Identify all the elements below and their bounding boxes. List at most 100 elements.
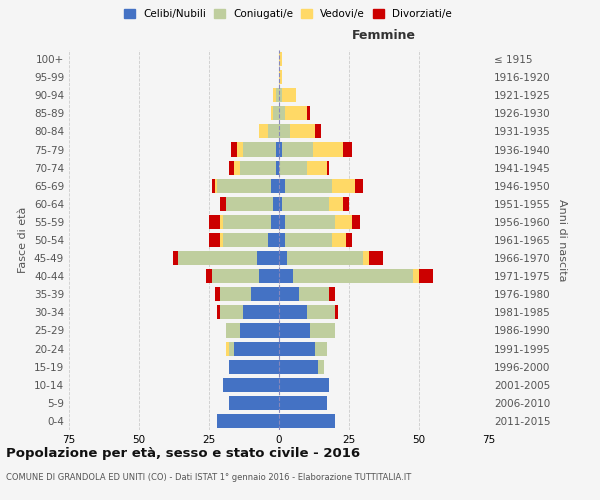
Bar xyxy=(326,160,329,174)
Y-axis label: Fasce di età: Fasce di età xyxy=(19,207,28,273)
Bar xyxy=(226,324,240,338)
Bar xyxy=(279,52,282,66)
Bar xyxy=(251,287,279,302)
Bar xyxy=(276,88,279,102)
Bar xyxy=(293,269,413,283)
Bar xyxy=(279,342,316,355)
Bar xyxy=(279,269,293,283)
Bar xyxy=(310,324,335,338)
Bar xyxy=(299,287,329,302)
Bar xyxy=(287,251,363,265)
Bar xyxy=(413,269,419,283)
Bar xyxy=(217,178,271,193)
Bar xyxy=(284,106,307,120)
Bar xyxy=(271,215,279,229)
Bar xyxy=(307,306,335,320)
Bar xyxy=(212,178,215,193)
Bar xyxy=(279,215,284,229)
Bar xyxy=(242,142,276,156)
Bar xyxy=(259,124,268,138)
Bar xyxy=(282,88,296,102)
Bar xyxy=(217,414,279,428)
Bar xyxy=(268,233,279,247)
Bar xyxy=(284,178,332,193)
Bar xyxy=(223,378,279,392)
Bar xyxy=(274,197,279,211)
Bar xyxy=(226,342,229,355)
Bar xyxy=(220,287,251,302)
Bar xyxy=(240,160,276,174)
Bar xyxy=(282,142,313,156)
Bar xyxy=(274,106,279,120)
Bar xyxy=(313,142,343,156)
Bar xyxy=(274,88,276,102)
Bar xyxy=(257,251,279,265)
Bar xyxy=(240,324,279,338)
Text: COMUNE DI GRANDOLA ED UNITI (CO) - Dati ISTAT 1° gennaio 2016 - Elaborazione TUT: COMUNE DI GRANDOLA ED UNITI (CO) - Dati … xyxy=(6,472,411,482)
Bar xyxy=(279,70,282,84)
Bar xyxy=(279,378,329,392)
Bar xyxy=(220,233,223,247)
Bar xyxy=(279,88,282,102)
Bar xyxy=(226,197,274,211)
Bar xyxy=(279,160,307,174)
Bar xyxy=(352,215,360,229)
Bar xyxy=(332,233,346,247)
Bar xyxy=(282,197,329,211)
Bar xyxy=(316,124,321,138)
Bar xyxy=(284,233,332,247)
Bar xyxy=(206,269,212,283)
Bar xyxy=(279,106,284,120)
Bar xyxy=(220,197,226,211)
Bar xyxy=(279,360,318,374)
Bar xyxy=(215,287,220,302)
Bar xyxy=(279,197,282,211)
Bar xyxy=(209,233,220,247)
Bar xyxy=(279,142,282,156)
Bar xyxy=(316,342,326,355)
Bar xyxy=(329,287,335,302)
Bar xyxy=(279,396,326,410)
Bar xyxy=(229,160,234,174)
Bar xyxy=(220,215,223,229)
Bar xyxy=(279,287,299,302)
Bar xyxy=(290,124,316,138)
Bar xyxy=(259,269,279,283)
Legend: Celibi/Nubili, Coniugati/e, Vedovi/e, Divorziati/e: Celibi/Nubili, Coniugati/e, Vedovi/e, Di… xyxy=(120,5,456,24)
Bar xyxy=(209,215,220,229)
Bar xyxy=(318,360,324,374)
Bar xyxy=(242,306,279,320)
Bar xyxy=(229,342,234,355)
Bar xyxy=(215,178,217,193)
Bar xyxy=(279,251,287,265)
Bar xyxy=(279,233,284,247)
Bar xyxy=(212,269,259,283)
Bar xyxy=(229,396,279,410)
Bar xyxy=(355,178,363,193)
Bar xyxy=(279,324,310,338)
Y-axis label: Anni di nascita: Anni di nascita xyxy=(557,198,567,281)
Bar xyxy=(276,142,279,156)
Bar xyxy=(346,233,352,247)
Bar xyxy=(217,306,220,320)
Bar xyxy=(335,306,338,320)
Text: Popolazione per età, sesso e stato civile - 2016: Popolazione per età, sesso e stato civil… xyxy=(6,448,360,460)
Bar xyxy=(279,124,290,138)
Bar xyxy=(173,251,178,265)
Bar xyxy=(268,124,279,138)
Bar xyxy=(232,142,237,156)
Bar xyxy=(329,197,343,211)
Bar xyxy=(178,251,257,265)
Bar xyxy=(279,414,335,428)
Bar xyxy=(234,160,240,174)
Text: Femmine: Femmine xyxy=(352,30,416,43)
Bar xyxy=(343,197,349,211)
Bar xyxy=(271,106,274,120)
Bar xyxy=(276,160,279,174)
Bar xyxy=(279,306,307,320)
Bar xyxy=(363,251,368,265)
Bar xyxy=(223,233,268,247)
Bar xyxy=(332,178,355,193)
Bar xyxy=(234,342,279,355)
Bar xyxy=(335,215,352,229)
